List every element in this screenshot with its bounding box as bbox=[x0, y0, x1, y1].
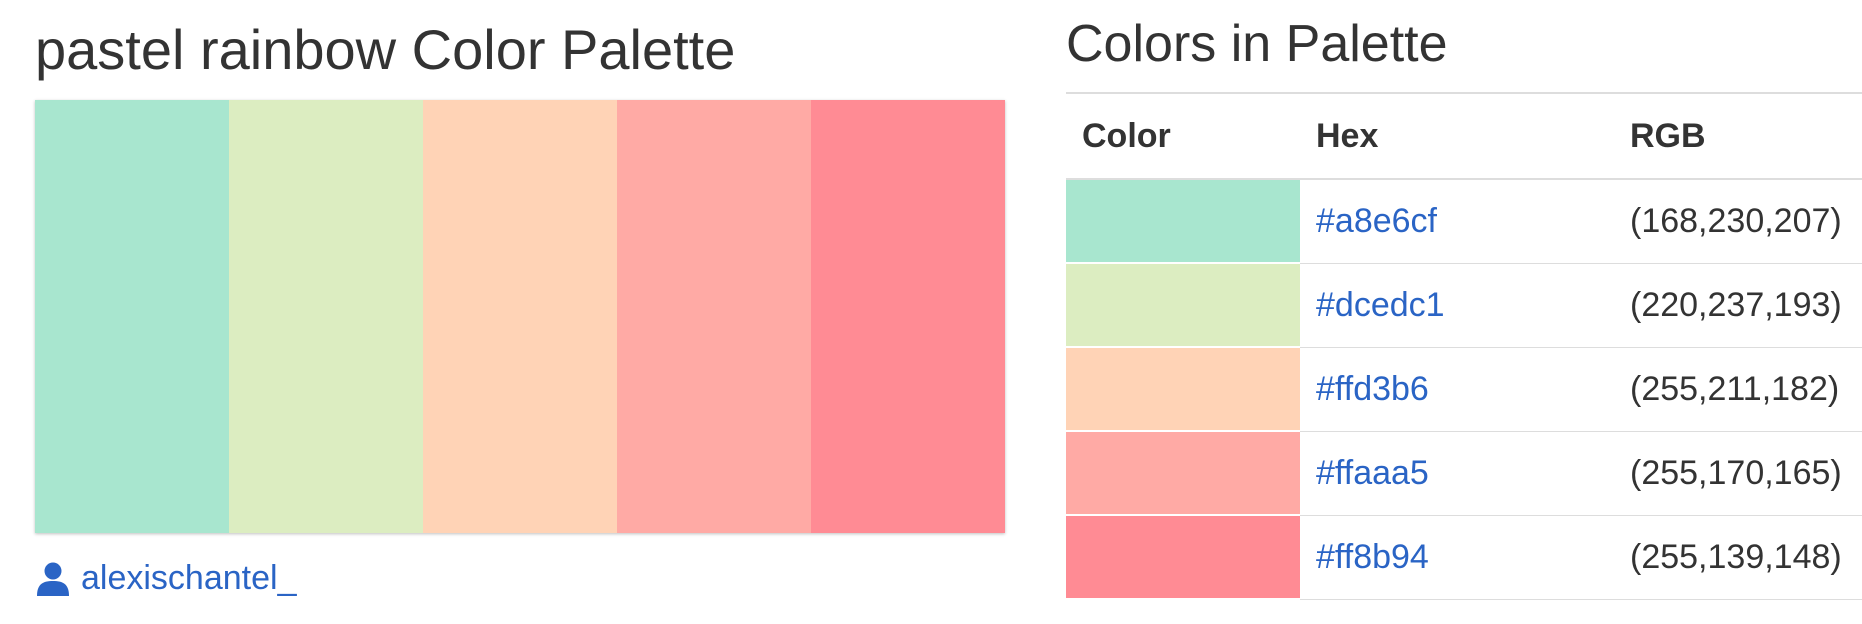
table-row: #ffd3b6 (255,211,182) bbox=[1066, 347, 1862, 432]
hex-link[interactable]: #ffaaa5 bbox=[1316, 453, 1429, 492]
rgb-value: (255,170,165) bbox=[1614, 431, 1862, 516]
table-title: Colors in Palette bbox=[1066, 15, 1448, 73]
colors-table: Color Hex RGB #a8e6cf (168,230,207) #dce… bbox=[1066, 92, 1862, 600]
rgb-column-header: RGB bbox=[1614, 93, 1862, 180]
palette-swatch[interactable] bbox=[811, 100, 1005, 533]
table-header-row: Color Hex RGB bbox=[1066, 93, 1862, 180]
hex-link[interactable]: #ffd3b6 bbox=[1316, 369, 1429, 408]
color-swatch bbox=[1066, 179, 1300, 264]
color-column-header: Color bbox=[1066, 93, 1300, 180]
rgb-value: (220,237,193) bbox=[1614, 263, 1862, 348]
rgb-value: (168,230,207) bbox=[1614, 179, 1862, 264]
palette-swatch[interactable] bbox=[229, 100, 423, 533]
color-swatch bbox=[1066, 515, 1300, 600]
rgb-value: (255,139,148) bbox=[1614, 515, 1862, 600]
palette-section: pastel rainbow Color Palette alexischant… bbox=[35, 0, 1007, 598]
color-swatch bbox=[1066, 431, 1300, 516]
colors-table-section: Colors in Palette Color Hex RGB #a8e6cf … bbox=[1066, 0, 1862, 600]
color-swatch bbox=[1066, 263, 1300, 348]
user-icon bbox=[35, 561, 71, 597]
table-row: #ffaaa5 (255,170,165) bbox=[1066, 431, 1862, 516]
table-row: #ff8b94 (255,139,148) bbox=[1066, 515, 1862, 600]
hex-column-header: Hex bbox=[1300, 93, 1614, 180]
palette-swatch[interactable] bbox=[35, 100, 229, 533]
table-row: #dcedc1 (220,237,193) bbox=[1066, 263, 1862, 348]
table-row: #a8e6cf (168,230,207) bbox=[1066, 179, 1862, 264]
author-link[interactable]: alexischantel_ bbox=[35, 559, 1007, 598]
hex-link[interactable]: #ff8b94 bbox=[1316, 537, 1429, 576]
palette-swatch[interactable] bbox=[617, 100, 811, 533]
palette-swatch[interactable] bbox=[423, 100, 617, 533]
hex-link[interactable]: #dcedc1 bbox=[1316, 285, 1445, 324]
color-swatch bbox=[1066, 347, 1300, 432]
page-title: pastel rainbow Color Palette bbox=[35, 18, 736, 81]
rgb-value: (255,211,182) bbox=[1614, 347, 1862, 432]
hex-link[interactable]: #a8e6cf bbox=[1316, 201, 1437, 240]
palette-strip[interactable] bbox=[35, 100, 1005, 533]
author-name: alexischantel_ bbox=[81, 559, 297, 597]
